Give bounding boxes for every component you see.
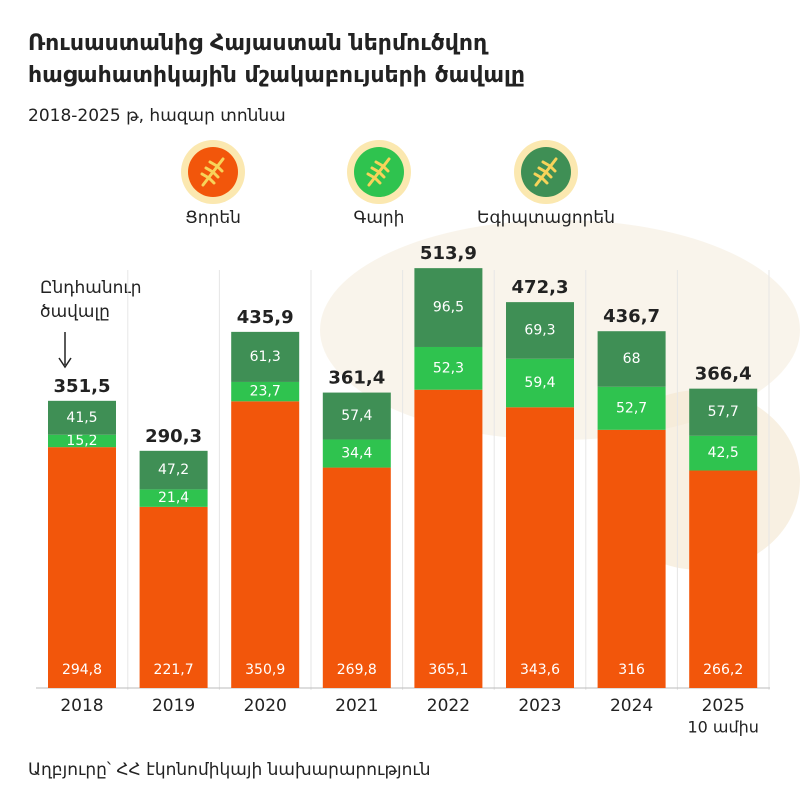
x-tick-label: 2023: [518, 696, 561, 716]
legend-icon-glyph: [200, 157, 225, 187]
value-label: 294,8: [62, 662, 102, 678]
value-label: 350,9: [245, 662, 285, 678]
title-line: Ռուսաստանից Հայաստան ներմուծվող: [28, 31, 489, 56]
bar-segment: [231, 331, 300, 382]
bar-segment: [689, 435, 758, 471]
bar-segment: [597, 331, 666, 387]
value-label: 52,7: [616, 400, 647, 416]
value-label: 34,4: [341, 446, 372, 462]
bar-segment: [414, 268, 483, 347]
arrow-head: [58, 357, 72, 369]
value-label: 269,8: [337, 662, 377, 678]
bar-segment: [506, 358, 574, 408]
x-tick-label: 2020: [244, 696, 287, 716]
value-label: 343,6: [520, 662, 560, 678]
bar-segment: [322, 439, 391, 468]
bar-segment: [506, 302, 574, 359]
bar-segment: [139, 489, 208, 507]
annotation: ծավալը: [40, 302, 110, 322]
value-label: 23,7: [250, 384, 281, 400]
total-label: 436,7: [603, 306, 660, 327]
value-label: 365,1: [428, 662, 468, 678]
value-label: 52,3: [433, 360, 464, 376]
value-label: 15,2: [66, 433, 97, 449]
x-tick-label: 2022: [427, 696, 470, 716]
value-label: 59,4: [524, 375, 555, 391]
total-label: 366,4: [695, 364, 752, 385]
value-label: 69,3: [524, 322, 555, 338]
bar-segment: [414, 346, 483, 390]
total-label: 351,5: [54, 376, 111, 397]
x-tick-label: 2024: [610, 696, 653, 716]
total-label: 290,3: [145, 426, 202, 447]
x-tick-label: 2021: [335, 696, 378, 716]
total-label: 435,9: [237, 307, 294, 328]
total-label: 513,9: [420, 243, 477, 264]
value-label: 96,5: [433, 300, 464, 316]
source: Աղբյուրը՝ ՀՀ էկոնոմիկայի նախարարություն: [28, 760, 431, 780]
x-tick-label: 2025: [702, 696, 745, 716]
legend-label: Ցորեն: [185, 208, 241, 228]
subtitle: 2018-2025 թ, հազար տոննա: [28, 106, 286, 126]
bar-segment: [414, 389, 483, 688]
value-label: 57,4: [341, 408, 372, 424]
bar-segment: [506, 407, 574, 688]
bar-segment: [597, 429, 666, 688]
value-label: 21,4: [158, 490, 189, 506]
value-label: 221,7: [154, 662, 194, 678]
bar-segment: [322, 467, 391, 688]
legend-icon-glyph: [366, 157, 391, 187]
bar-segment: [597, 386, 666, 430]
value-label: 41,5: [66, 410, 97, 426]
bar-segment: [689, 470, 758, 688]
value-label: 61,3: [250, 349, 281, 365]
bar-segment: [689, 388, 758, 436]
x-tick-label: 2019: [152, 696, 195, 716]
x-tick-label: 2018: [60, 696, 103, 716]
total-label: 472,3: [512, 277, 569, 298]
legend-icon-glyph: [533, 157, 558, 187]
bar-segment: [231, 381, 300, 402]
x-tick-note: 10 ամիս: [687, 718, 758, 737]
value-label: 57,7: [708, 404, 739, 420]
legend-label: Գարի: [354, 208, 405, 228]
bar-segment: [322, 392, 391, 440]
bar-segment: [139, 450, 208, 490]
bar-segment: [48, 434, 116, 448]
value-label: 316: [618, 662, 645, 678]
value-label: 68: [623, 351, 641, 367]
bar-segment: [139, 506, 208, 688]
bar-segment: [48, 447, 116, 688]
legend-label: Եգիպտացորեն: [477, 208, 615, 228]
total-label: 361,4: [328, 368, 385, 389]
annotation: Ընդհանուր: [40, 278, 142, 298]
bar-segment: [231, 401, 300, 688]
title-line: հացահատիկային մշակաբույսերի ծավալը: [28, 63, 525, 88]
value-label: 47,2: [158, 462, 189, 478]
value-label: 42,5: [708, 445, 739, 461]
bar-segment: [48, 400, 116, 435]
value-label: 266,2: [703, 662, 743, 678]
